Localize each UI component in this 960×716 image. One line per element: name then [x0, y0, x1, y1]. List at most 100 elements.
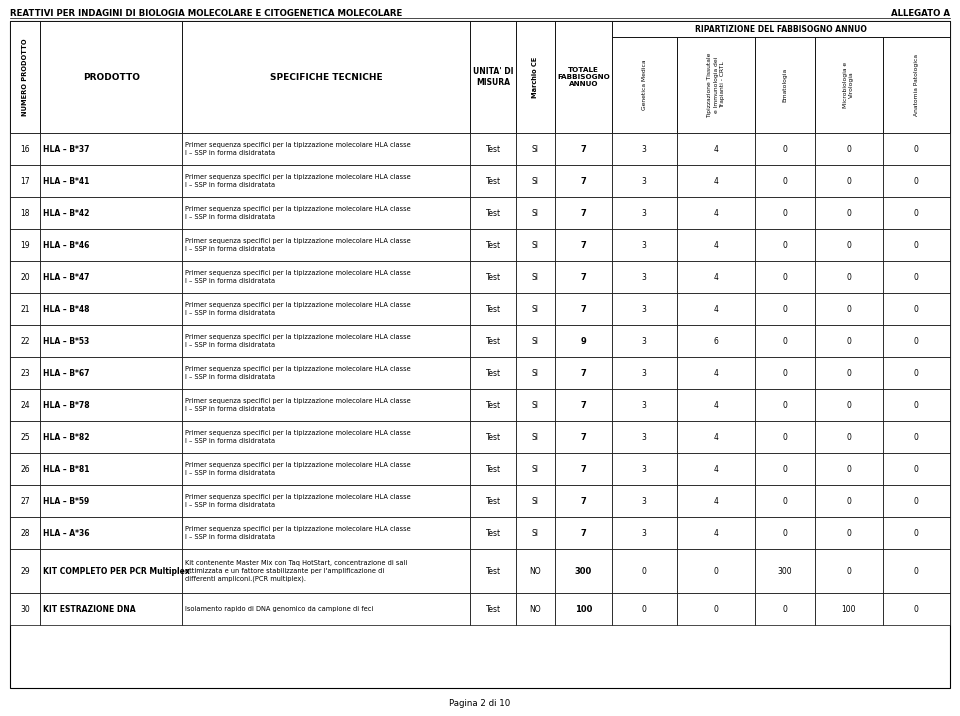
Text: 24: 24 — [20, 400, 30, 410]
Bar — [756, 261, 815, 293]
Bar — [181, 517, 470, 549]
Bar — [815, 261, 882, 293]
Text: 0: 0 — [847, 177, 852, 185]
Text: 0: 0 — [847, 369, 852, 377]
Bar — [815, 37, 882, 133]
Bar — [516, 133, 555, 165]
Bar — [882, 389, 950, 421]
Bar — [470, 229, 516, 261]
Text: SI: SI — [532, 432, 539, 442]
Text: HLA – B*37: HLA – B*37 — [43, 145, 90, 153]
Text: Test: Test — [486, 145, 500, 153]
Bar — [882, 325, 950, 357]
Bar — [40, 261, 181, 293]
Text: 21: 21 — [20, 304, 30, 314]
Text: 3: 3 — [642, 528, 647, 538]
Text: HLA – B*48: HLA – B*48 — [43, 304, 90, 314]
Text: 9: 9 — [581, 337, 587, 346]
Text: 7: 7 — [581, 145, 587, 153]
Text: 3: 3 — [642, 241, 647, 249]
Bar — [815, 453, 882, 485]
Bar — [40, 453, 181, 485]
Bar — [470, 165, 516, 197]
Bar — [555, 357, 612, 389]
Bar — [882, 453, 950, 485]
Text: 4: 4 — [713, 528, 718, 538]
Text: 0: 0 — [847, 432, 852, 442]
Bar — [40, 485, 181, 517]
Bar — [882, 133, 950, 165]
Bar — [10, 261, 40, 293]
Bar — [40, 293, 181, 325]
Bar — [677, 453, 756, 485]
Bar — [40, 325, 181, 357]
Bar — [40, 21, 181, 133]
Text: Primer sequenza specifici per la tipizzazione molecolare HLA classe
I – SSP in f: Primer sequenza specifici per la tipizza… — [185, 367, 411, 379]
Text: Microbiologia e
Virologia: Microbiologia e Virologia — [843, 62, 854, 108]
Text: 0: 0 — [847, 566, 852, 576]
Text: Test: Test — [486, 496, 500, 505]
Text: 0: 0 — [782, 337, 787, 346]
Text: Tipizzazione Tissutale
e Immunologia dei
Trapianti - CRTL: Tipizzazione Tissutale e Immunologia dei… — [708, 52, 725, 117]
Bar — [10, 133, 40, 165]
Bar — [470, 517, 516, 549]
Text: SI: SI — [532, 528, 539, 538]
Bar — [555, 421, 612, 453]
Text: 29: 29 — [20, 566, 30, 576]
Text: 0: 0 — [713, 566, 718, 576]
Text: 3: 3 — [642, 304, 647, 314]
Text: 0: 0 — [782, 145, 787, 153]
Bar — [10, 293, 40, 325]
Text: Primer sequenza specifici per la tipizzazione molecolare HLA classe
I – SSP in f: Primer sequenza specifici per la tipizza… — [185, 206, 411, 220]
Text: SI: SI — [532, 369, 539, 377]
Text: HLA – B*82: HLA – B*82 — [43, 432, 90, 442]
Text: PRODOTTO: PRODOTTO — [83, 72, 140, 82]
Text: Primer sequenza specifici per la tipizzazione molecolare HLA classe
I – SSP in f: Primer sequenza specifici per la tipizza… — [185, 174, 411, 188]
Text: Ematologia: Ematologia — [782, 68, 787, 102]
Bar — [677, 593, 756, 625]
Bar — [756, 453, 815, 485]
Text: 0: 0 — [782, 241, 787, 249]
Text: SI: SI — [532, 465, 539, 473]
Bar — [677, 229, 756, 261]
Text: 3: 3 — [642, 273, 647, 281]
Text: 27: 27 — [20, 496, 30, 505]
Text: 4: 4 — [713, 496, 718, 505]
Bar — [756, 593, 815, 625]
Bar — [10, 453, 40, 485]
Text: 7: 7 — [581, 241, 587, 249]
Bar — [516, 421, 555, 453]
Text: 26: 26 — [20, 465, 30, 473]
Text: 0: 0 — [914, 604, 919, 614]
Text: 7: 7 — [581, 465, 587, 473]
Text: SI: SI — [532, 241, 539, 249]
Text: Test: Test — [486, 177, 500, 185]
Text: 3: 3 — [642, 177, 647, 185]
Bar — [756, 133, 815, 165]
Text: 3: 3 — [642, 432, 647, 442]
Bar — [470, 325, 516, 357]
Text: Test: Test — [486, 528, 500, 538]
Bar — [10, 229, 40, 261]
Text: 0: 0 — [914, 145, 919, 153]
Bar — [555, 517, 612, 549]
Bar — [612, 517, 677, 549]
Bar — [555, 593, 612, 625]
Text: 0: 0 — [914, 369, 919, 377]
Bar — [516, 165, 555, 197]
Bar — [815, 325, 882, 357]
Text: 0: 0 — [847, 304, 852, 314]
Bar — [555, 229, 612, 261]
Bar — [555, 549, 612, 593]
Text: SI: SI — [532, 400, 539, 410]
Bar — [181, 485, 470, 517]
Text: SI: SI — [532, 496, 539, 505]
Bar — [40, 593, 181, 625]
Text: 0: 0 — [847, 273, 852, 281]
Text: 0: 0 — [782, 496, 787, 505]
Text: 0: 0 — [713, 604, 718, 614]
Bar — [40, 517, 181, 549]
Text: SPECIFICHE TECNICHE: SPECIFICHE TECNICHE — [270, 72, 382, 82]
Bar — [470, 197, 516, 229]
Text: 100: 100 — [842, 604, 856, 614]
